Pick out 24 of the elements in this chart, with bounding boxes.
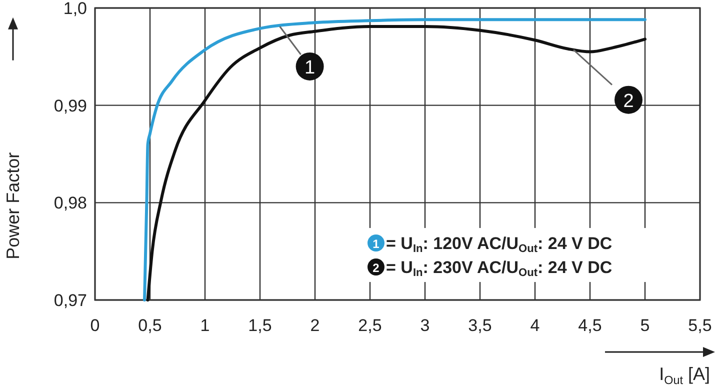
x-tick-label: 4	[530, 316, 540, 335]
y-tick-label: 0,97	[54, 291, 87, 310]
annotation: 1	[304, 57, 316, 78]
x-tick-label: 3,5	[468, 316, 492, 335]
y-tick-label: 0,98	[54, 194, 87, 213]
x-tick-label: 2	[310, 316, 320, 335]
x-tick-label: 1,5	[248, 316, 272, 335]
y-tick-label: 1,0	[63, 0, 87, 18]
text: 1	[372, 237, 380, 251]
legend-label: = U$_{In}$: 230V AC/U$_{Out}$: 24 V DC	[386, 258, 612, 280]
x-tick-label: 2,5	[358, 316, 382, 335]
x-tick-label: 4,5	[578, 316, 602, 335]
annotation: 2	[623, 90, 634, 112]
x-tick-label: 3	[420, 316, 430, 335]
x-tick-label: 1	[200, 316, 210, 335]
x-tick-label: 0	[90, 316, 100, 335]
x-axis-title: I$_{Out}$ [A]	[659, 364, 710, 386]
x-tick-label: 0,5	[138, 316, 162, 335]
y-axis-title: Power Factor	[3, 152, 23, 260]
text: 2	[372, 261, 380, 275]
x-tick-label: 5	[640, 316, 650, 335]
legend-label: = U$_{In}$: 120V AC/U$_{Out}$: 24 V DC	[386, 234, 612, 256]
y-tick-label: 0,99	[54, 96, 87, 116]
x-tick-label: 5,5	[688, 316, 712, 335]
